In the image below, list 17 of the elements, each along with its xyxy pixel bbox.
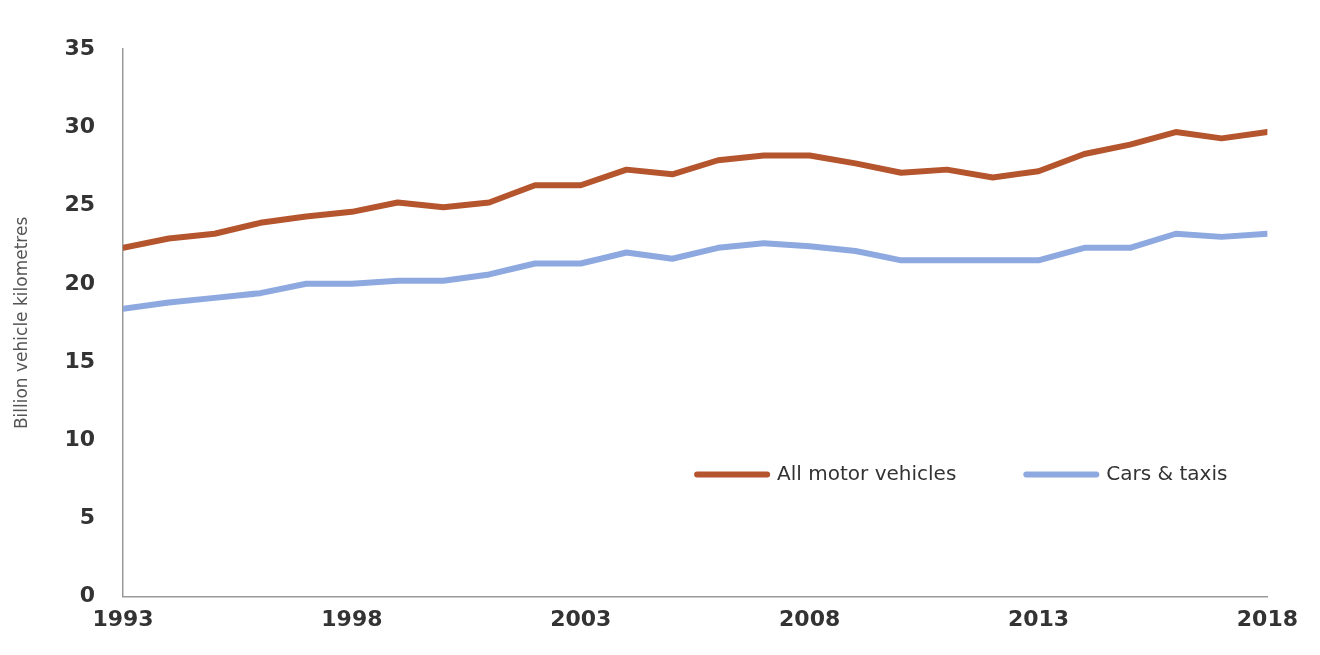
y-tick-label: 15: [64, 347, 96, 373]
y-tick-label: 35: [64, 34, 96, 60]
x-tick-label: 2018: [1236, 605, 1298, 631]
x-tick-label: 1993: [92, 605, 154, 631]
y-tick-label: 25: [64, 191, 96, 217]
y-axis-title: Billion vehicle kilometres: [10, 216, 31, 430]
y-tick-label: 20: [64, 269, 96, 295]
x-tick-label: 2013: [1007, 605, 1070, 631]
x-tick-label: 2008: [779, 605, 841, 631]
x-tick-label: 2003: [550, 605, 612, 631]
y-tick-label: 0: [79, 582, 96, 608]
y-tick-label: 5: [79, 504, 96, 530]
legend-label: All motor vehicles: [777, 460, 957, 485]
x-tick-label: 1998: [321, 605, 383, 631]
y-tick-label: 10: [64, 425, 96, 451]
y-tick-label: 30: [64, 113, 96, 139]
legend-label: Cars & taxis: [1106, 460, 1228, 485]
